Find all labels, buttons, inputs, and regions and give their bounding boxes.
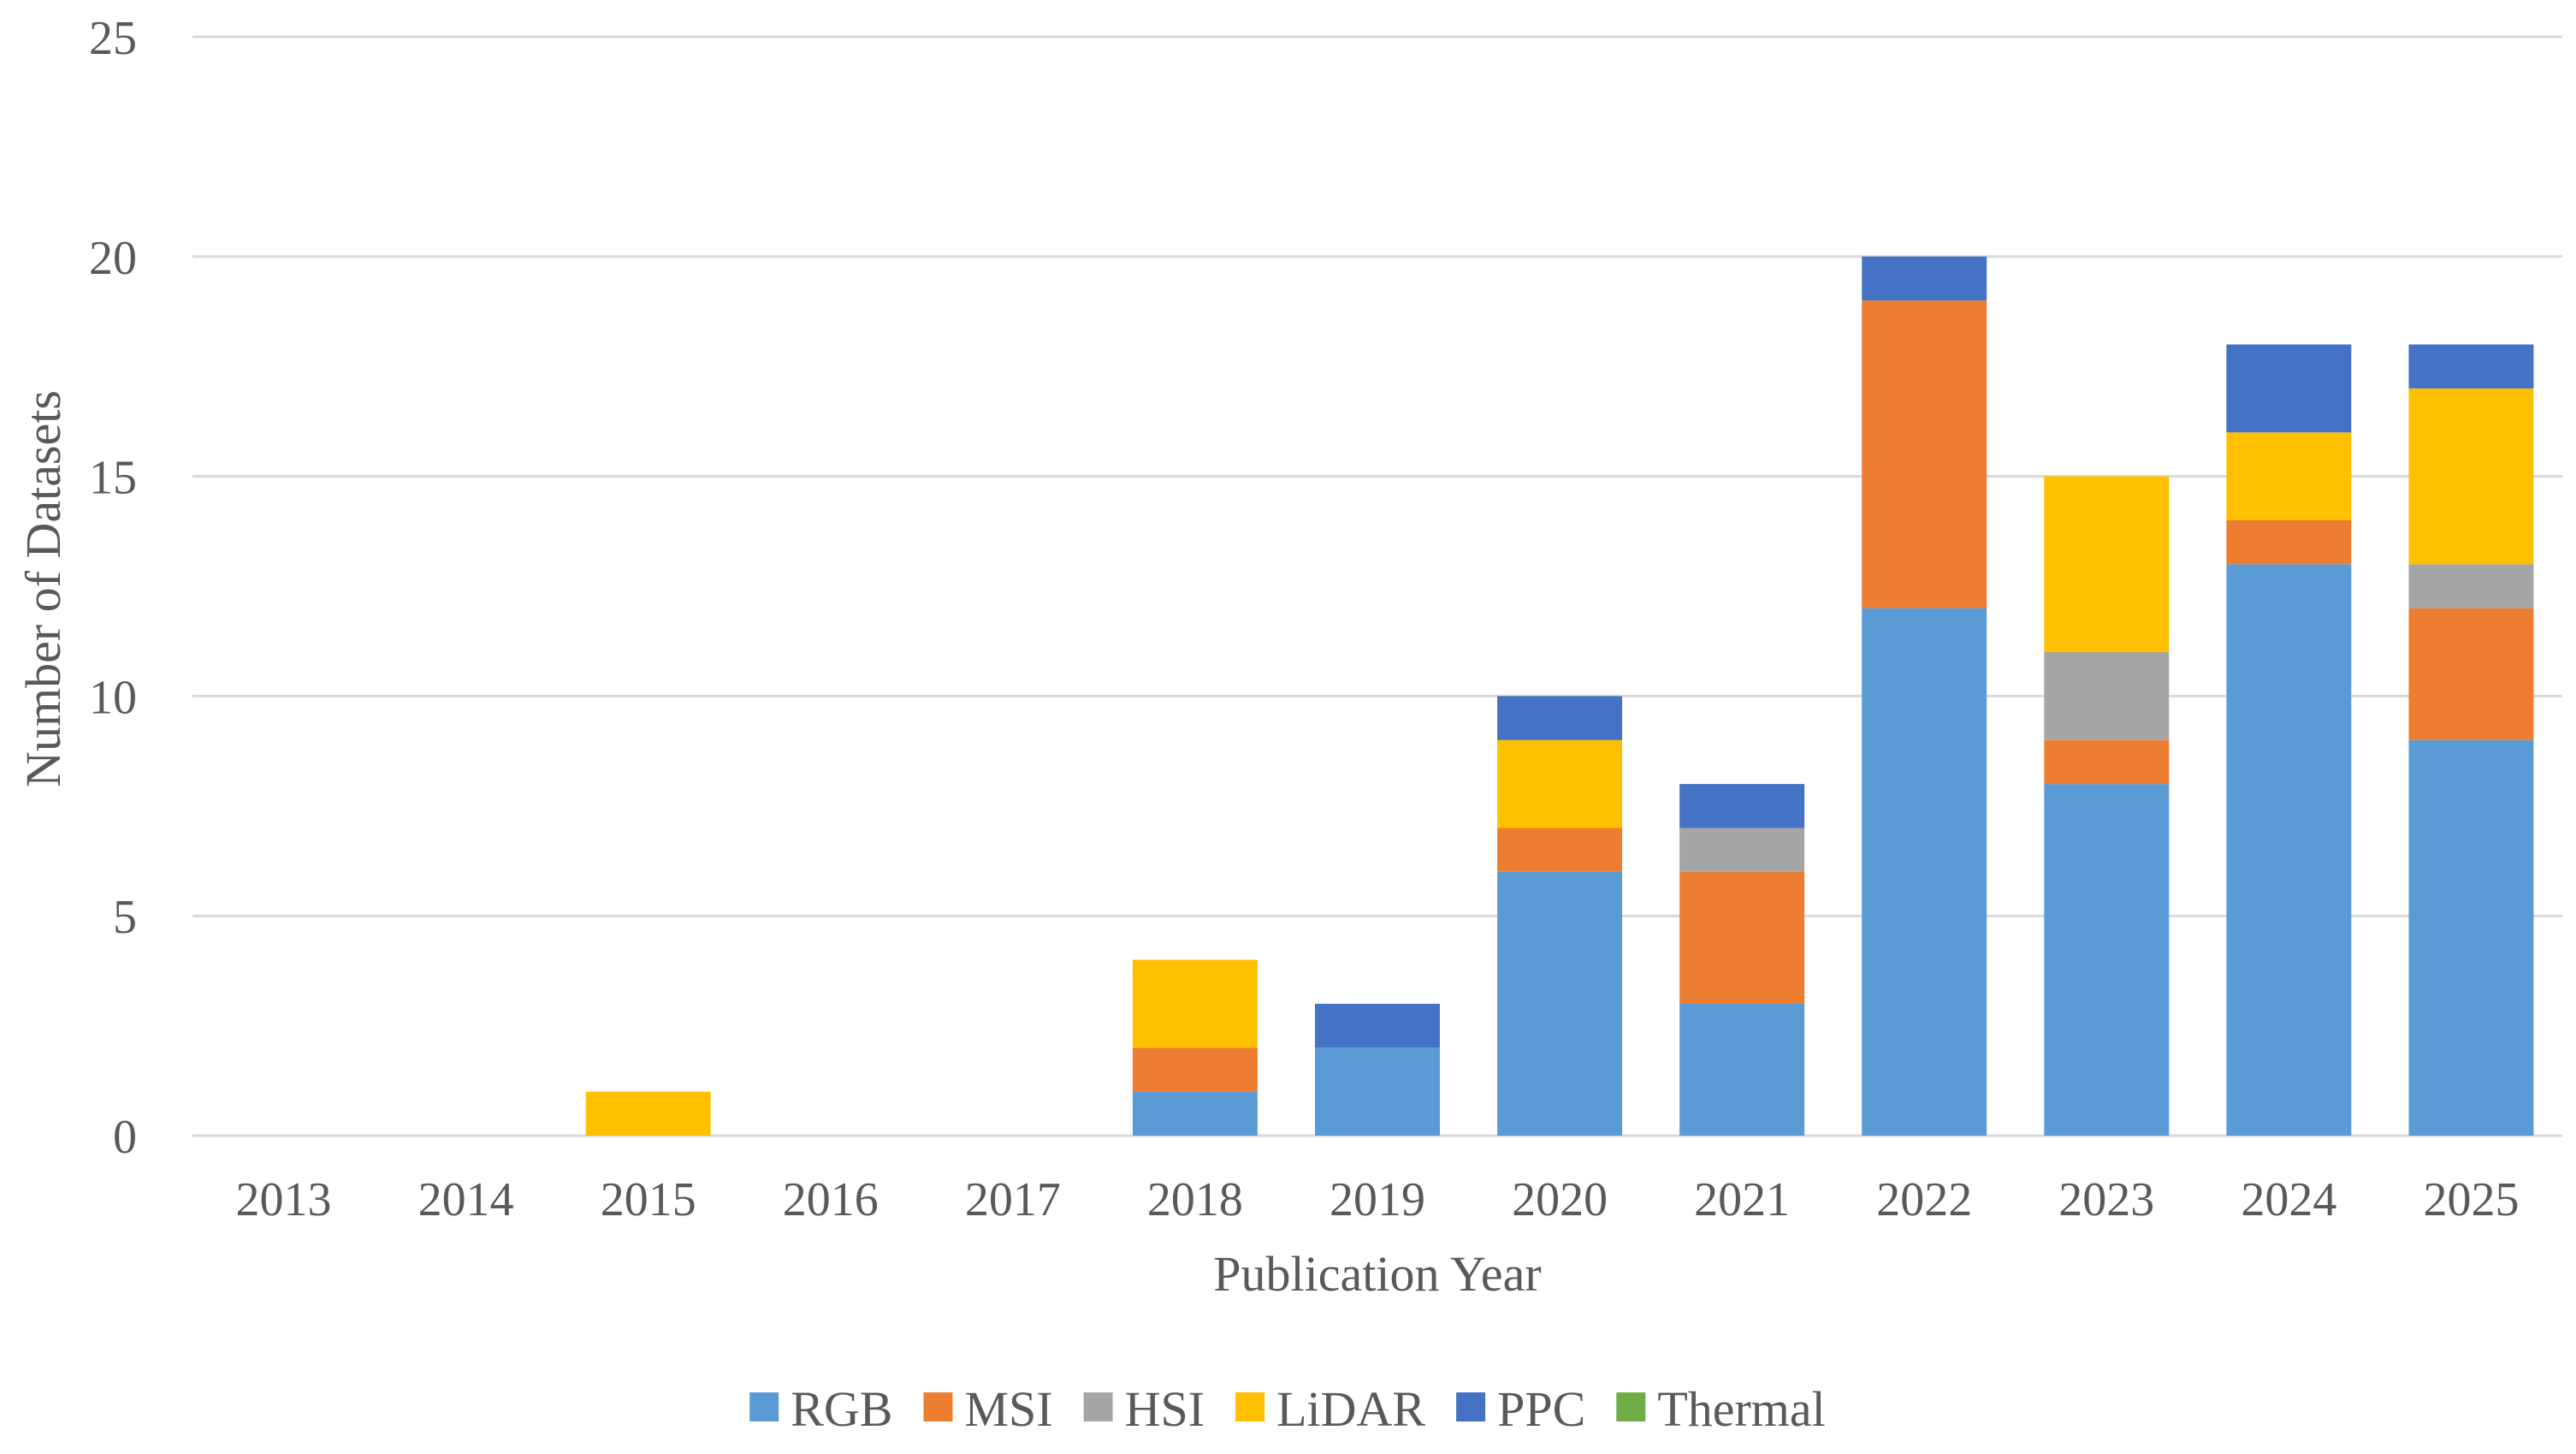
y-tick-label: 10 [89,671,137,724]
legend: RGB MSI HSI LiDAR PPC Thermal [749,1381,1826,1437]
bar-segment-lidar [2408,388,2534,565]
x-tick-label: 2017 [965,1173,1061,1226]
bar-segment-hsi [2408,564,2534,608]
x-axis-title: Publication Year [1213,1246,1541,1302]
x-tick-label: 2018 [1147,1173,1243,1226]
x-tick-label: 2020 [1512,1173,1608,1226]
bar-segment-rgb [1679,1003,1805,1136]
x-tick-label: 2024 [2241,1173,2336,1226]
bar-segment-ppc [1679,784,1805,828]
bar-segment-rgb [1315,1047,1440,1136]
bar-segment-lidar [1132,959,1258,1048]
bar-segment-ppc [1497,696,1623,740]
bars [585,256,2534,1136]
bar-segment-rgb [2408,739,2534,1136]
y-tick-label: 15 [89,452,137,505]
legend-swatch-msi [923,1392,953,1421]
bar-segment-ppc [1862,256,1987,301]
legend-label-rgb: RGB [791,1381,892,1437]
bar-segment-msi [1679,871,1805,1004]
y-tick-label: 20 [89,232,137,285]
bar-segment-lidar [2226,432,2352,520]
legend-swatch-ppc [1456,1392,1486,1421]
x-tick-label: 2023 [2058,1173,2154,1226]
y-axis-title: Number of Datasets [15,390,71,787]
x-tick-label: 2025 [2423,1173,2519,1226]
x-axis-ticks: 2013 2014 2015 2016 2017 2018 2019 2020 2021 2022… [236,1173,2520,1226]
x-tick-label: 2015 [601,1173,696,1226]
bar-segment-hsi [2044,652,2170,740]
bar-segment-rgb [2044,784,2170,1136]
legend-swatch-hsi [1083,1392,1113,1421]
bar-segment-rgb [1862,608,1987,1136]
y-axis-ticks: 0 5 10 15 20 25 [89,12,137,1164]
legend-swatch-thermal [1616,1392,1646,1421]
bar-segment-msi [1132,1047,1258,1092]
y-tick-label: 5 [113,891,137,944]
x-tick-label: 2014 [418,1173,514,1226]
bar-segment-lidar [585,1091,711,1136]
bar-segment-msi [1862,300,1987,608]
bar-segment-rgb [1132,1091,1258,1136]
bar-segment-lidar [1497,739,1623,828]
legend-label-msi: MSI [964,1381,1052,1437]
bar-segment-msi [2408,608,2534,740]
y-tick-label: 25 [89,12,137,65]
x-tick-label: 2022 [1876,1173,1972,1226]
legend-swatch-lidar [1235,1392,1265,1421]
legend-label-thermal: Thermal [1657,1381,1825,1437]
x-tick-label: 2016 [783,1173,879,1226]
x-tick-label: 2021 [1694,1173,1790,1226]
bar-segment-ppc [2408,344,2534,389]
bar-segment-msi [2226,519,2352,565]
bar-segment-rgb [2226,564,2352,1136]
bar-segment-rgb [1497,871,1623,1136]
gridlines [192,35,2562,1137]
x-tick-label: 2013 [236,1173,332,1226]
legend-swatch-rgb [749,1392,779,1421]
legend-label-ppc: PPC [1497,1381,1585,1437]
legend-label-lidar: LiDAR [1276,1381,1425,1437]
bar-segment-ppc [2226,344,2352,433]
bar-segment-hsi [1679,828,1805,872]
x-tick-label: 2019 [1329,1173,1425,1226]
bar-segment-lidar [2044,476,2170,653]
bar-segment-msi [1497,828,1623,872]
y-tick-label: 0 [113,1111,137,1164]
bar-segment-ppc [1315,1003,1440,1048]
legend-label-hsi: HSI [1125,1381,1205,1437]
bar-segment-msi [2044,739,2170,785]
